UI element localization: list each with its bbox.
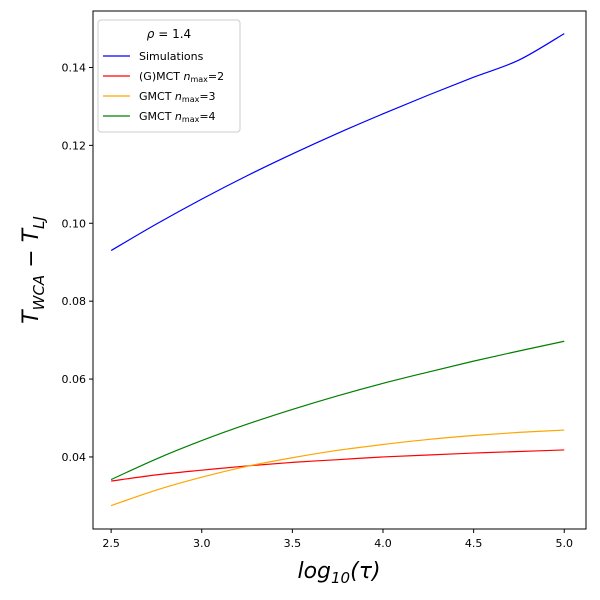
legend-label-1: (G)MCT nmax=2	[139, 70, 224, 84]
y-tick-label: 0.04	[62, 451, 87, 464]
x-tick-label: 4.0	[374, 537, 392, 550]
legend-frame	[97, 19, 241, 133]
series-line-3	[110, 340, 565, 481]
legend-label-0: Simulations	[139, 50, 204, 63]
x-tick-label: 2.5	[102, 537, 120, 550]
series-line-2	[110, 429, 565, 507]
series-line-0	[110, 33, 565, 252]
series-layer	[110, 33, 565, 507]
series-line-1	[111, 449, 565, 482]
y-tick-label: 0.12	[62, 139, 87, 152]
x-tick-label: 5.0	[556, 537, 574, 550]
y-tick-label: 0.14	[62, 61, 87, 74]
legend: ρ = 1.4 Simulations (G)MCT nmax=2 GMCT nma…	[97, 19, 241, 133]
y-axis-label: TWCA − TLJ	[19, 216, 48, 324]
legend-title: ρ = 1.4	[147, 27, 191, 41]
y-tick-label: 0.10	[62, 217, 87, 230]
x-tick-label: 4.5	[465, 537, 483, 550]
x-axis-label: log10(τ)	[297, 559, 380, 587]
axis-ticks: 2.5 3.0 3.5 4.0 4.5 5.0 0.04 0.06 0.08 0.10 0.12 0.…	[62, 61, 574, 550]
y-tick-label: 0.08	[62, 295, 87, 308]
legend-label-2: GMCT nmax=3	[139, 90, 216, 104]
x-tick-label: 3.5	[284, 537, 302, 550]
y-tick-label: 0.06	[62, 373, 87, 386]
x-tick-label: 3.0	[193, 537, 211, 550]
legend-label-3: GMCT nmax=4	[139, 110, 216, 124]
